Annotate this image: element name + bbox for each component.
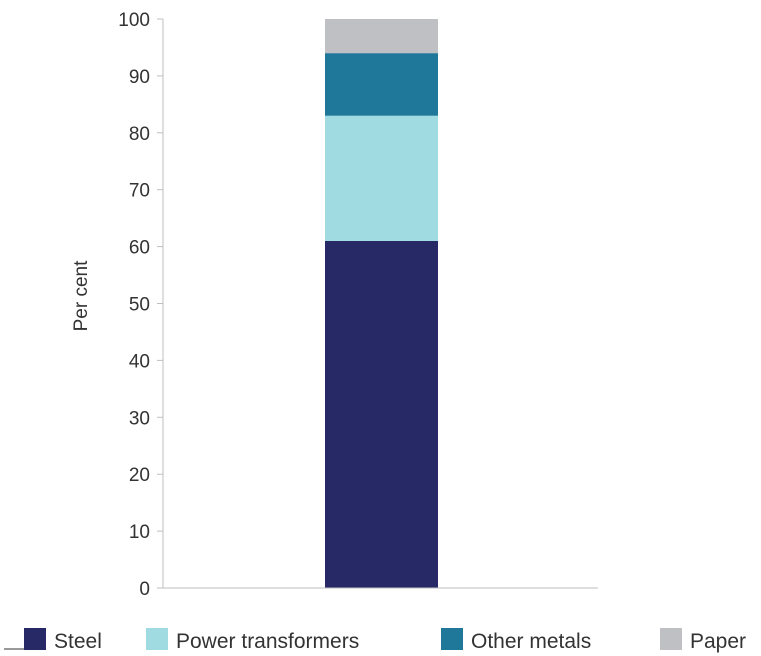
legend: Steel Power transformers Other metals Paper xyxy=(24,628,746,653)
legend-swatch-power-transformers xyxy=(146,628,168,650)
legend-swatch-steel xyxy=(24,628,46,650)
legend-label: Other metals xyxy=(471,630,591,653)
y-tick-label: 50 xyxy=(129,295,150,316)
bar-segment-other-metals xyxy=(325,53,438,116)
y-tick-label: 20 xyxy=(129,465,150,486)
y-tick-label: 60 xyxy=(129,238,150,259)
y-axis-ticks: 0 10 20 30 40 50 60 70 80 90 100 xyxy=(118,10,163,600)
y-tick-label: 0 xyxy=(139,579,150,600)
legend-label: Steel xyxy=(54,630,102,653)
y-tick-label: 10 xyxy=(129,522,150,543)
bar-segment-paper xyxy=(325,19,438,54)
y-tick-label: 100 xyxy=(118,10,150,31)
y-tick-label: 80 xyxy=(129,124,150,145)
legend-swatch-other-metals xyxy=(441,628,463,650)
legend-label: Power transformers xyxy=(176,630,359,653)
bar-segment-steel xyxy=(325,240,438,588)
y-tick-label: 30 xyxy=(129,408,150,429)
y-tick-label: 70 xyxy=(129,181,150,202)
y-tick-label: 90 xyxy=(129,67,150,88)
bar-segment-power-transformers xyxy=(325,115,438,241)
legend-swatch-paper xyxy=(660,628,682,650)
legend-label: Paper xyxy=(690,630,746,653)
y-axis-title: Per cent xyxy=(71,260,92,331)
y-tick-label: 40 xyxy=(129,351,150,372)
bar-segments xyxy=(325,19,438,588)
